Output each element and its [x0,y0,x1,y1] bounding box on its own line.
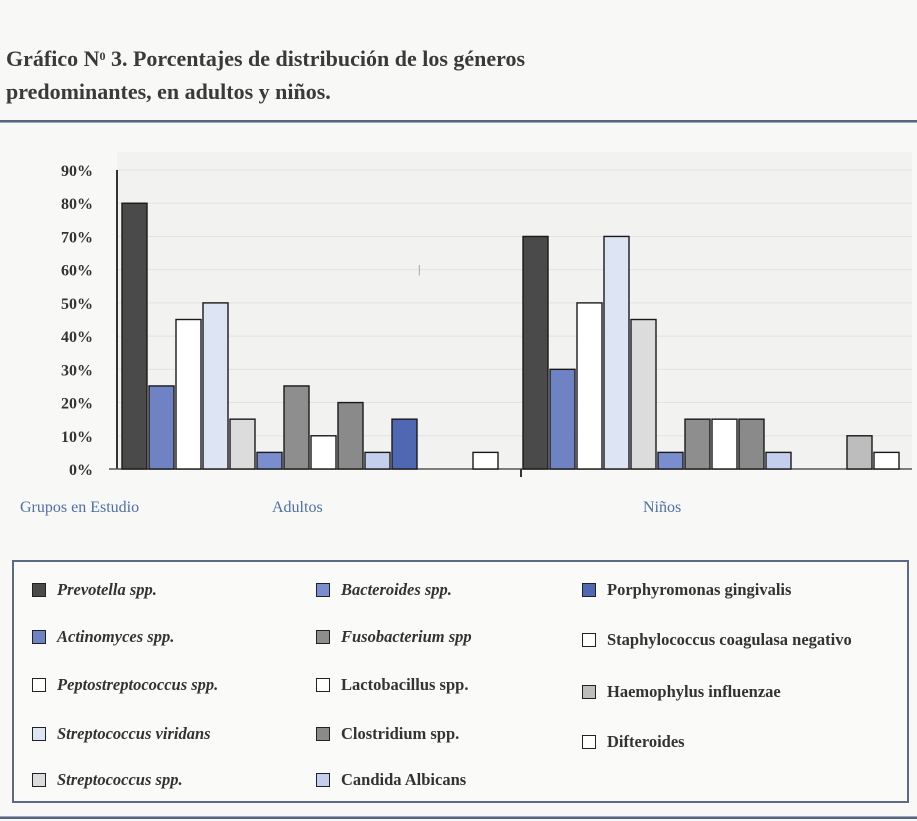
x-axis-title: Grupos en Estudio [20,499,140,516]
bar-niños-7 [684,418,711,470]
bar-niños-13 [846,435,873,470]
legend-swatch [32,630,46,644]
group-label-ninos: Niños [643,499,682,516]
bar-chart: 0% 10% 20% 30% 40% 50% 60% 70% 80% 90% | [61,152,912,479]
y-tick-label: 10% [61,429,93,446]
title-part1: Gráfico N [6,46,100,71]
bar-niños-14 [873,451,900,470]
legend-swatch [32,678,46,692]
legend-swatch [32,727,46,741]
legend-item: Candida Albicans [316,770,466,790]
legend-swatch [316,678,330,692]
bottom-divider [0,816,917,819]
legend-label: Difteroides [607,732,685,751]
bar-niños-6 [657,451,684,470]
bar-niños-9 [738,418,765,470]
title-line2: predominantes, en adultos y niños. [6,79,331,104]
legend-swatch [316,630,330,644]
legend-label: Prevotella spp. [57,580,157,599]
legend-item: Clostridium spp. [316,724,459,744]
legend-item: Haemophylus influenzae [582,682,781,702]
legend-item: Staphylococcus coagulasa negativo [582,630,852,650]
bar-adultos-9 [337,401,364,470]
y-tick-label: 60% [61,263,93,280]
bar-adultos-14 [472,451,499,470]
legend-swatch [32,583,46,597]
legend-item: Bacteroides spp. [316,580,452,600]
legend-label: Streptococcus viridans [57,724,211,743]
legend-label: Staphylococcus coagulasa negativo [607,630,852,649]
bar-niños-4 [603,235,630,470]
legend-label: Bacteroides spp. [341,580,452,599]
legend-item: Streptococcus spp. [32,770,183,790]
legend-item: Prevotella spp. [32,580,157,600]
y-tick-label: 50% [61,296,93,313]
title-part2: 3. Porcentajes de distribución de los gé… [105,46,526,71]
legend-label: Fusobacterium spp [341,627,472,646]
legend-label: Candida Albicans [341,770,467,789]
bar-adultos-8 [310,435,337,470]
legend-label: Actinomyces spp. [57,627,175,646]
bar-adultos-7 [283,385,310,470]
group-label-adultos: Adultos [272,499,323,516]
bar-niños-1 [522,235,549,470]
title-superscript: 0 [99,49,106,63]
legend-label: Haemophylus influenzae [607,682,781,701]
y-tick-label: 20% [61,396,93,413]
bar-adultos-11 [391,418,418,470]
legend-item: Peptostreptococcus spp. [32,675,218,695]
legend-label: Porphyromonas gingivalis [607,580,792,599]
legend-item: Lactobacillus spp. [316,675,468,695]
bar-niños-10 [765,451,792,470]
bar-adultos-6 [256,451,283,470]
bar-niños-8 [711,418,738,470]
y-tick-label: 90% [61,163,93,180]
y-tick-label: 80% [61,196,93,213]
y-tick-label: 30% [61,362,93,379]
legend-swatch [582,633,596,647]
legend-swatch [582,735,596,749]
bar-niños-5 [630,318,657,470]
legend-swatch [316,583,330,597]
bar-adultos-4 [202,302,229,470]
bar-adultos-5 [229,418,256,470]
legend-swatch [32,773,46,787]
legend-item: Actinomyces spp. [32,627,174,647]
bar-adultos-2 [148,385,175,470]
legend-swatch [316,727,330,741]
legend-item: Streptococcus viridans [32,724,211,744]
top-divider [0,120,917,123]
plot-area [117,152,912,469]
legend-swatch [582,583,596,597]
legend-label: Lactobacillus spp. [341,675,469,694]
legend-label: Streptococcus spp. [57,770,183,789]
legend-swatch [582,685,596,699]
y-tick-label: 40% [61,329,93,346]
bar-adultos-3 [175,318,202,470]
bar-adultos-10 [364,451,391,470]
chart-title: Gráfico N0 3. Porcentajes de distribució… [6,42,826,108]
bar-niños-3 [576,302,603,470]
legend-item: Porphyromonas gingivalis [582,580,791,600]
y-tick-label: 70% [61,229,93,246]
scan-mark: | [418,262,420,276]
legend-swatch [316,773,330,787]
legend-item: Difteroides [582,732,685,752]
legend-label: Peptostreptococcus spp. [57,675,219,694]
legend: Prevotella spp. Actinomyces spp. Peptostre… [12,560,909,803]
legend-label: Clostridium spp. [341,724,460,743]
y-tick-label: 0% [69,462,93,479]
legend-item: Fusobacterium spp [316,627,472,647]
bar-niños-2 [549,368,576,470]
bar-adultos-1 [121,202,148,470]
